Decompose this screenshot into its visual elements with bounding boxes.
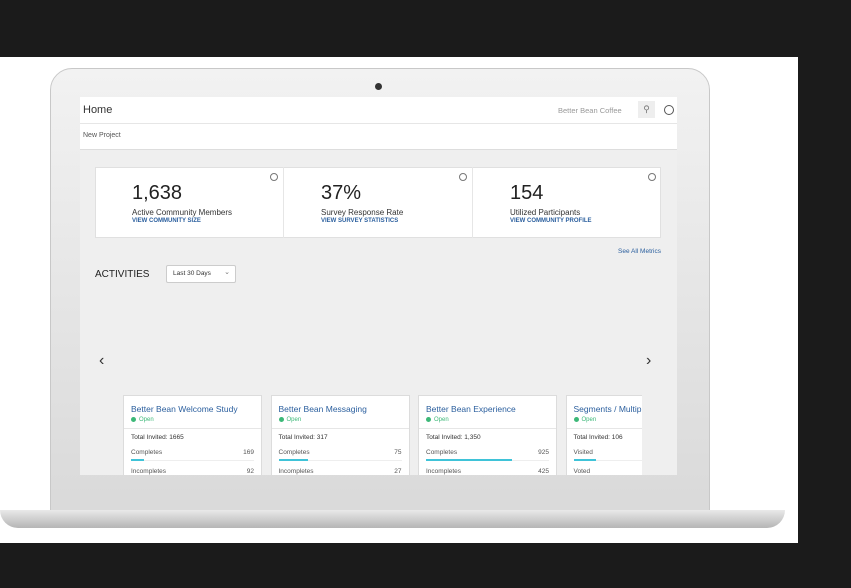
section-title: ACTIVITIES — [95, 269, 150, 280]
card-strip: Better Bean Welcome Study Open Total Invit… — [118, 97, 642, 475]
divider — [124, 428, 261, 429]
filter-value: Last 30 Days — [173, 270, 211, 277]
card-title[interactable]: Better Bean Messaging — [278, 404, 367, 414]
activity-card[interactable]: Better Bean Experience Open Total Invited:… — [418, 395, 557, 475]
metrics-panel — [95, 167, 661, 238]
row-track — [573, 460, 642, 461]
divider — [419, 428, 556, 429]
account-button[interactable] — [664, 105, 674, 115]
row-label: Completes — [278, 449, 310, 456]
progress-bar — [131, 459, 144, 461]
activity-card[interactable]: Segments / Multip Open Total Invited: 106 V… — [565, 395, 642, 475]
card-status: Open — [139, 417, 154, 423]
row-track — [131, 460, 254, 461]
metric-link[interactable]: VIEW COMMUNITY SIZE — [132, 218, 201, 224]
row-label: Completes — [131, 449, 163, 456]
row-value: 92 — [246, 467, 254, 475]
row-value: 425 — [538, 467, 549, 475]
status-dot — [426, 417, 431, 422]
activity-card[interactable]: Better Bean Messaging Open Total Invited: … — [270, 395, 410, 475]
divider — [271, 428, 409, 429]
prev-arrow[interactable]: ‹ — [99, 352, 105, 369]
subnav[interactable]: New Project — [83, 132, 121, 139]
see-all-link[interactable]: See All Metrics — [618, 248, 661, 255]
divider — [472, 167, 473, 238]
divider — [283, 167, 284, 238]
card-total: Total Invited: 317 — [278, 434, 328, 441]
info-icon — [648, 173, 656, 181]
card-total: Total Invited: 1665 — [131, 434, 184, 441]
row-label: Incompletes — [278, 467, 314, 475]
screen: Home Better Bean Coffee ⚲ New Project 1,… — [80, 97, 677, 475]
activity-card[interactable]: Better Bean Welcome Study Open Total Invit… — [123, 395, 262, 475]
metric-label: Survey Response Rate — [321, 208, 404, 217]
card-title[interactable]: Segments / Multip — [573, 404, 642, 414]
card-title[interactable]: Better Bean Experience — [426, 404, 516, 414]
info-icon — [459, 173, 467, 181]
row-value: 75 — [394, 449, 402, 456]
info-icon — [270, 173, 278, 181]
progress-bar — [278, 459, 309, 461]
laptop-base — [0, 510, 785, 528]
divider — [80, 123, 677, 124]
brand[interactable]: Better Bean Coffee — [558, 106, 622, 115]
search-button[interactable]: ⚲ — [638, 101, 655, 118]
camera — [375, 83, 382, 90]
row-label: Incompletes — [131, 467, 167, 475]
metric-value: 37% — [321, 182, 362, 204]
metric-value: 154 — [510, 182, 544, 204]
metric-label: Active Community Members — [132, 208, 233, 217]
row-track — [278, 460, 402, 461]
next-arrow[interactable]: › — [646, 352, 652, 369]
row-label: Completes — [426, 449, 458, 456]
metric-link[interactable]: VIEW SURVEY STATISTICS — [321, 218, 399, 224]
card-total: Total Invited: 1,350 — [426, 434, 481, 441]
card-status: Open — [581, 417, 597, 423]
row-label: Voted — [573, 467, 591, 475]
filter-dropdown[interactable]: Last 30 Days ⌄ — [166, 265, 236, 283]
progress-stub — [573, 459, 596, 461]
card-title[interactable]: Better Bean Welcome Study — [131, 404, 238, 414]
row-label: Incompletes — [426, 467, 462, 475]
status-dot — [573, 417, 579, 422]
row-label: Visited — [573, 449, 593, 456]
status-dot — [131, 417, 136, 422]
card-status: Open — [434, 417, 449, 423]
card-status: Open — [286, 417, 302, 423]
divider — [566, 428, 642, 429]
status-dot — [278, 417, 284, 422]
metric-link[interactable]: VIEW COMMUNITY PROFILE — [510, 218, 592, 224]
caret: ⌄ — [224, 269, 230, 276]
row-value: 27 — [394, 467, 402, 475]
progress-bar — [426, 459, 512, 461]
metric-label: Utilized Participants — [510, 208, 581, 217]
row-value: 169 — [243, 449, 254, 456]
row-value: 925 — [538, 449, 549, 456]
page-title: Home — [83, 104, 113, 116]
metric-value: 1,638 — [132, 182, 183, 204]
card-total: Total Invited: 106 — [573, 434, 623, 441]
